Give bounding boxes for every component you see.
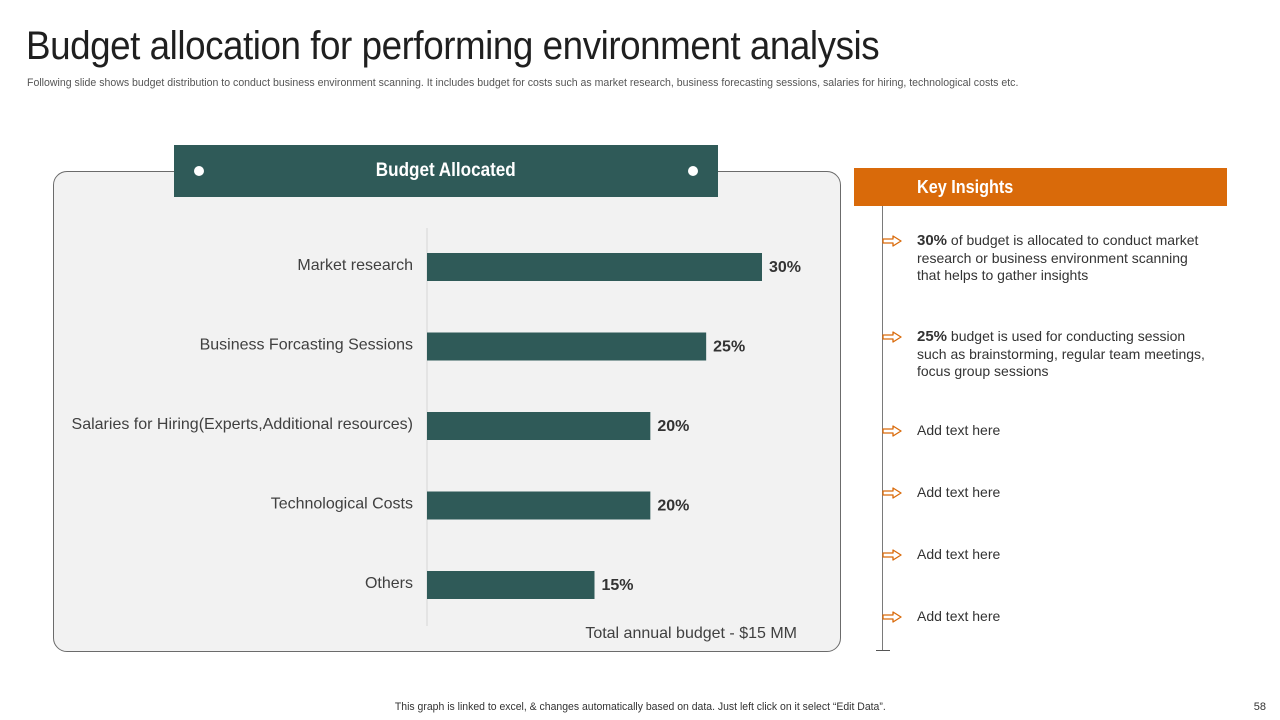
header-dot-left (194, 166, 204, 176)
insight-highlight: 25% (917, 328, 948, 345)
insight-body[interactable]: Add text here (917, 546, 1001, 562)
category-tick-label: Market research (297, 257, 413, 274)
total-budget-annotation: Total annual budget - $15 MM (585, 625, 797, 642)
bar-value-label: 20% (657, 418, 689, 435)
insights-title: Key Insights (917, 177, 1014, 197)
arrow-right-outline-icon (882, 611, 902, 623)
insight-text[interactable]: Add text here (917, 422, 1212, 440)
insight-text[interactable]: Add text here (917, 608, 1212, 626)
footnote: This graph is linked to excel, & changes… (0, 701, 1280, 713)
insight-body[interactable]: Add text here (917, 484, 1001, 500)
bar[interactable] (427, 571, 595, 599)
bar[interactable] (427, 332, 707, 361)
bar-value-label: 15% (602, 577, 634, 594)
chart-header: Budget Allocated (174, 145, 718, 197)
category-tick-label: Business Forcasting Sessions (200, 337, 413, 354)
bar-value-label: 20% (657, 498, 689, 515)
insight-highlight: 30% (917, 232, 948, 249)
category-tick-label: Technological Costs (271, 496, 413, 513)
arrow-right-outline-icon (882, 425, 902, 437)
footnote-text: This graph is linked to excel, & changes… (394, 701, 886, 713)
arrow-right-outline-icon (882, 331, 902, 343)
bar[interactable] (427, 412, 651, 440)
insight-body[interactable]: Add text here (917, 422, 1001, 438)
insight-text[interactable]: Add text here (917, 484, 1212, 502)
bar-value-label: 25% (713, 339, 745, 356)
bar[interactable] (427, 253, 762, 281)
slide-subtitle: Following slide shows budget distributio… (27, 77, 1019, 89)
bar-value-label: 30% (769, 259, 801, 276)
insight-text: 30% of budget is allocated to conduct ma… (917, 232, 1212, 285)
chart-title: Budget Allocated (376, 160, 516, 181)
arrow-right-outline-icon (882, 487, 902, 499)
slide-title: Budget allocation for performing environ… (26, 24, 880, 68)
insight-body: of budget is allocated to conduct market… (917, 232, 1199, 283)
header-dot-right (688, 166, 698, 176)
insight-text: 25% budget is used for conducting sessio… (917, 328, 1212, 381)
arrow-right-outline-icon (882, 235, 902, 247)
insight-text[interactable]: Add text here (917, 546, 1212, 564)
category-tick-label: Others (365, 575, 413, 592)
insights-header: Key Insights (854, 168, 1227, 206)
bar[interactable] (427, 491, 651, 520)
page-number: 58 (1253, 701, 1266, 713)
arrow-right-outline-icon (882, 549, 902, 561)
insight-body[interactable]: Add text here (917, 608, 1001, 624)
insight-body: budget is used for conducting session su… (917, 328, 1205, 379)
timeline-cap (876, 650, 890, 651)
timeline-line (882, 206, 883, 651)
category-tick-label: Salaries for Hiring(Experts,Additional r… (72, 416, 413, 433)
